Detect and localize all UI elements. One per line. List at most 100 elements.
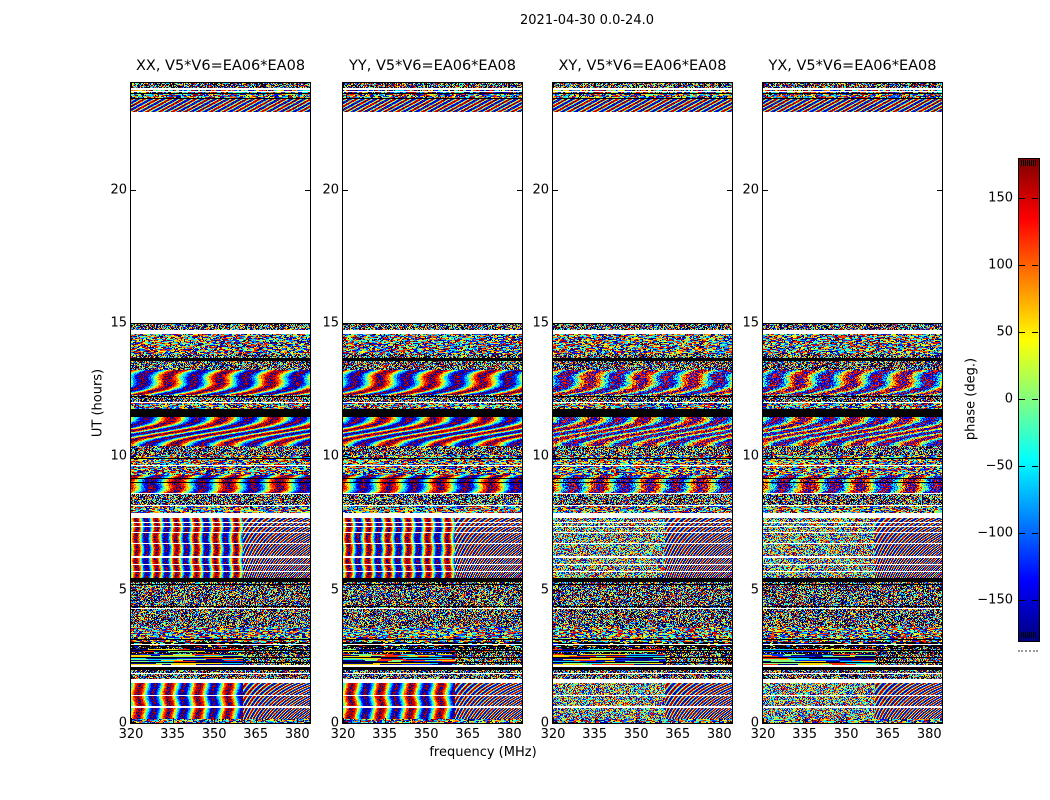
colorbar-tick-mark: [1032, 600, 1038, 601]
y-tick-mark: [517, 722, 522, 723]
y-tick-label: 20: [532, 182, 549, 198]
x-tick-mark: [929, 83, 930, 88]
colorbar-tick-label: −50: [985, 458, 1013, 474]
x-tick-mark: [846, 718, 847, 723]
y-tick-label: 10: [110, 448, 127, 464]
colorbar-comb-mark: [1031, 632, 1032, 638]
y-tick-mark: [343, 456, 348, 457]
x-tick-label: 320: [540, 727, 566, 742]
x-tick-label: 320: [118, 727, 144, 742]
y-tick-mark: [727, 590, 732, 591]
colorbar-comb-mark: [1033, 632, 1034, 638]
y-tick-mark: [553, 456, 558, 457]
y-tick-mark: [937, 590, 942, 591]
x-tick-label: 350: [413, 727, 439, 742]
y-tick-label: 20: [322, 182, 339, 198]
x-tick-label: 365: [875, 727, 901, 742]
x-tick-mark: [805, 83, 806, 88]
colorbar-tick-mark: [1032, 399, 1038, 400]
y-tick-mark: [131, 722, 136, 723]
y-tick-mark: [727, 323, 732, 324]
x-tick-mark: [173, 83, 174, 88]
x-axis-label: frequency (MHz): [429, 745, 537, 760]
colorbar-comb-mark: [1027, 632, 1028, 638]
heatmap-panel-xy: [552, 82, 733, 724]
y-tick-mark: [305, 190, 310, 191]
colorbar-tick-mark: [1019, 466, 1025, 467]
colorbar-tick-label: 100: [988, 257, 1013, 273]
colorbar-comb-mark: [1023, 632, 1024, 638]
x-tick-label: 350: [201, 727, 227, 742]
y-tick-label: 0: [118, 715, 127, 731]
colorbar-tick-mark: [1019, 198, 1025, 199]
x-tick-label: 380: [496, 727, 522, 742]
x-tick-mark: [173, 718, 174, 723]
x-tick-mark: [763, 718, 764, 723]
x-tick-mark: [595, 83, 596, 88]
x-tick-mark: [256, 718, 257, 723]
x-tick-mark: [343, 83, 344, 88]
heatmap-canvas-xx: [131, 83, 310, 723]
y-tick-mark: [727, 456, 732, 457]
y-tick-mark: [937, 323, 942, 324]
y-tick-mark: [553, 590, 558, 591]
x-tick-label: 335: [160, 727, 185, 742]
x-tick-mark: [468, 83, 469, 88]
y-tick-mark: [553, 190, 558, 191]
y-tick-label: 15: [532, 315, 549, 331]
y-tick-mark: [343, 722, 348, 723]
x-tick-label: 320: [330, 727, 356, 742]
x-tick-mark: [297, 718, 298, 723]
x-tick-mark: [805, 718, 806, 723]
colorbar-comb-mark: [1021, 160, 1022, 166]
x-tick-mark: [636, 718, 637, 723]
y-tick-label: 20: [742, 182, 759, 198]
x-tick-label: 350: [623, 727, 649, 742]
x-tick-mark: [929, 718, 930, 723]
colorbar-tick-mark: [1019, 332, 1025, 333]
x-tick-mark: [719, 718, 720, 723]
colorbar-tick-label: −150: [977, 592, 1013, 608]
y-tick-mark: [517, 190, 522, 191]
y-tick-label: 0: [330, 715, 339, 731]
y-tick-mark: [763, 456, 768, 457]
y-tick-mark: [763, 722, 768, 723]
colorbar-tick-label: 0: [1004, 391, 1013, 407]
colorbar-tick-mark: [1019, 399, 1025, 400]
x-tick-mark: [595, 718, 596, 723]
y-tick-mark: [517, 323, 522, 324]
y-tick-mark: [937, 190, 942, 191]
y-tick-mark: [517, 456, 522, 457]
colorbar: [1018, 158, 1040, 642]
x-tick-mark: [553, 718, 554, 723]
y-tick-label: 20: [110, 182, 127, 198]
x-tick-mark: [214, 718, 215, 723]
x-tick-mark: [636, 83, 637, 88]
y-tick-mark: [131, 590, 136, 591]
colorbar-comb-mark: [1035, 632, 1036, 638]
y-tick-mark: [305, 722, 310, 723]
x-tick-label: 335: [792, 727, 817, 742]
x-tick-mark: [426, 718, 427, 723]
y-tick-mark: [763, 323, 768, 324]
y-tick-mark: [131, 190, 136, 191]
x-tick-mark: [888, 83, 889, 88]
y-tick-label: 10: [532, 448, 549, 464]
colorbar-comb-mark: [1033, 160, 1034, 166]
colorbar-tick-label: −100: [977, 525, 1013, 541]
x-tick-mark: [678, 83, 679, 88]
x-tick-mark: [385, 718, 386, 723]
y-tick-mark: [305, 323, 310, 324]
x-tick-label: 320: [750, 727, 776, 742]
y-tick-label: 10: [322, 448, 339, 464]
heatmap-panel-yy: [342, 82, 523, 724]
panel-title-yy: YY, V5*V6=EA06*EA08: [349, 58, 516, 74]
colorbar-comb-mark: [1025, 160, 1026, 166]
heatmap-canvas-xy: [553, 83, 732, 723]
x-tick-mark: [426, 83, 427, 88]
x-tick-mark: [343, 718, 344, 723]
y-tick-label: 15: [110, 315, 127, 331]
x-tick-mark: [763, 83, 764, 88]
y-tick-mark: [937, 722, 942, 723]
y-tick-label: 0: [540, 715, 549, 731]
